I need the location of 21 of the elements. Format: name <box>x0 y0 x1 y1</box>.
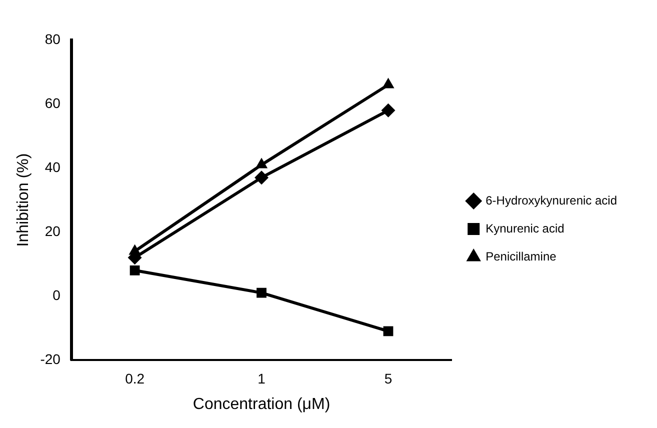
point <box>254 170 269 185</box>
x-tick-label: 5 <box>384 370 392 386</box>
y-tick-label: 60 <box>44 94 61 111</box>
legend-label: Kynurenic acid <box>486 221 564 236</box>
point <box>255 158 268 168</box>
y-tick-label: 0 <box>52 286 61 303</box>
y-tick-label: 80 <box>44 30 61 47</box>
point <box>130 265 140 276</box>
point <box>383 326 394 336</box>
y-tick-label: -20 <box>40 350 61 367</box>
y-tick-label: 40 <box>44 158 61 175</box>
y-tick-label: 20 <box>44 222 61 239</box>
point <box>382 78 394 88</box>
x-tick-label: 0.2 <box>125 370 145 386</box>
x-axis-title: Concentration (μM) <box>192 396 330 413</box>
point <box>381 103 396 118</box>
legend-label: 6-Hydroxykynurenic acid <box>486 193 618 208</box>
x-tick-label: 1 <box>258 370 266 386</box>
point <box>256 288 266 298</box>
legend-label: Penicillamine <box>486 249 557 264</box>
y-axis-title: Inhibition (%) <box>15 153 32 247</box>
